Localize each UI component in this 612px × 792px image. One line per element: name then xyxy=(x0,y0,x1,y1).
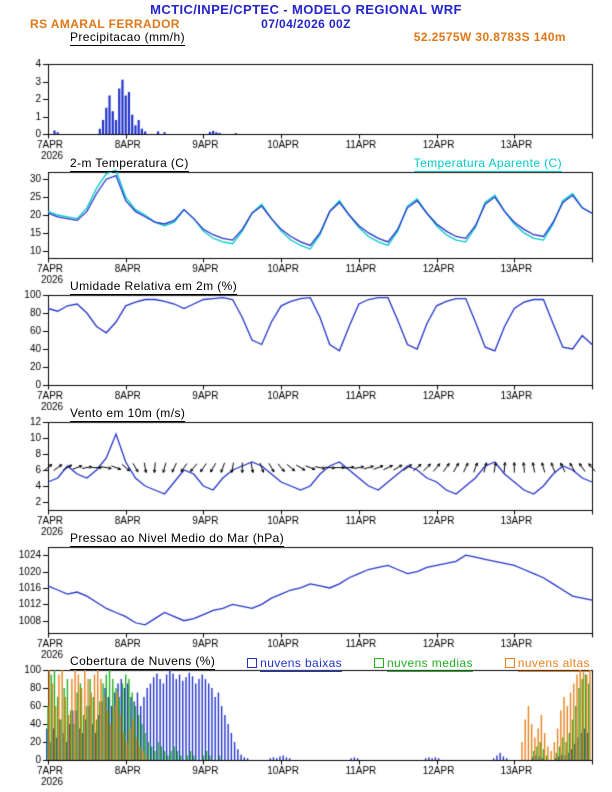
run-datetime: 07/04/2026 00Z xyxy=(261,17,351,31)
cloud-panel-header: Cobertura de Nuvens (%) nuvens baixas nu… xyxy=(70,654,590,672)
panel-title-pressure: Pressao ao Nivel Medio do Mar (hPa) xyxy=(70,531,285,547)
panel-title-wind: Vento em 10m (m/s) xyxy=(70,406,186,422)
panel-title-humidity: Umidade Relativa em 2m (%) xyxy=(70,279,238,295)
low-clouds-swatch-icon xyxy=(247,658,258,668)
station-coordinates: 52.2575W 30.8783S 140m xyxy=(413,30,566,44)
panel-title-temperature: 2-m Temperatura (C) xyxy=(70,156,189,172)
panel-title-clouds: Cobertura de Nuvens (%) xyxy=(70,654,216,670)
page-title: MCTIC/INPE/CPTEC - MODELO REGIONAL WRF xyxy=(150,2,462,17)
legend-high-clouds: nuvens altas xyxy=(504,656,590,672)
legend-low-clouds-label: nuvens baixas xyxy=(260,656,343,672)
legend-low-clouds: nuvens baixas xyxy=(247,656,343,672)
station-name: RS AMARAL FERRADOR xyxy=(30,17,180,31)
legend-apparent-temperature: Temperatura Aparente (C) xyxy=(413,156,562,172)
high-clouds-swatch-icon xyxy=(504,658,515,668)
mid-clouds-swatch-icon xyxy=(373,658,384,668)
panel-title-precipitation: Precipitacao (mm/h) xyxy=(70,30,185,46)
legend-high-clouds-label: nuvens altas xyxy=(517,656,590,672)
legend-mid-clouds: nuvens medias xyxy=(373,656,473,672)
legend-mid-clouds-label: nuvens medias xyxy=(386,656,473,672)
